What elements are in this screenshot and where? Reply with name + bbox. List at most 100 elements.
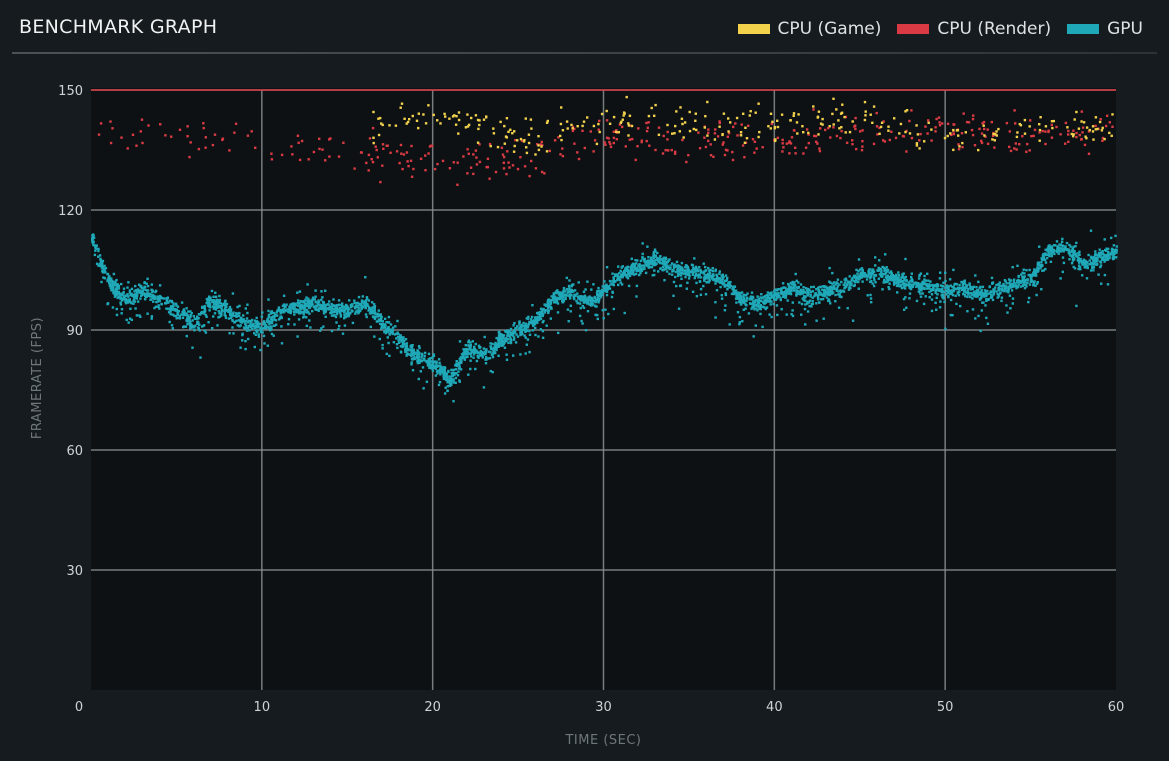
gpu-point: [711, 267, 714, 270]
gpu-point: [785, 288, 788, 291]
gpu-point: [519, 330, 523, 333]
gpu-point: [884, 269, 887, 272]
gpu-point: [360, 304, 363, 308]
gpu-point: [305, 316, 308, 319]
gpu-point: [952, 268, 955, 272]
gpu-point: [99, 260, 103, 263]
gpu-point: [370, 310, 373, 313]
gpu-point: [1061, 237, 1064, 241]
gpu-point: [768, 293, 771, 296]
gpu-point: [399, 345, 403, 348]
gpu-point: [240, 321, 244, 324]
gpu-point: [666, 260, 669, 264]
gpu-point: [1085, 277, 1089, 280]
gpu-point: [1032, 284, 1035, 287]
gpu-point: [216, 302, 219, 306]
gpu-point: [220, 304, 224, 308]
gpu-point: [307, 302, 311, 305]
gpu-point: [491, 342, 494, 346]
gpu-point: [707, 277, 711, 280]
gpu-point: [318, 303, 322, 306]
cpu-render-point: [467, 152, 470, 155]
gpu-point: [979, 329, 982, 333]
gpu-point: [388, 333, 391, 336]
gpu-point: [614, 274, 617, 278]
gpu-point: [124, 302, 128, 305]
gpu-point: [641, 242, 644, 245]
gpu-point: [541, 329, 545, 333]
cpu-render-point: [539, 143, 542, 146]
cpu-render-point: [605, 119, 609, 122]
gpu-point: [530, 318, 533, 321]
gpu-point: [817, 288, 821, 292]
gpu-point: [524, 326, 527, 330]
gpu-point: [962, 286, 966, 289]
gpu-point: [944, 279, 947, 283]
cpu-render-point: [673, 152, 677, 155]
gpu-point: [129, 293, 132, 297]
gpu-point: [597, 299, 601, 302]
gpu-point: [218, 301, 221, 304]
gpu-point: [627, 284, 631, 288]
cpu-render-point: [188, 155, 191, 159]
gpu-point: [322, 302, 325, 305]
gpu-point: [104, 271, 107, 274]
gpu-point: [509, 341, 513, 345]
gpu-point: [299, 300, 302, 303]
cpu-render-point: [721, 143, 724, 146]
gpu-point: [203, 329, 206, 332]
gpu-point: [1022, 276, 1025, 279]
gpu-point: [155, 300, 158, 304]
gpu-point: [560, 296, 564, 299]
cpu-game-point: [735, 116, 739, 120]
gpu-point: [417, 351, 420, 354]
gpu-point: [220, 310, 223, 313]
cpu-game-point: [608, 122, 612, 125]
gpu-point: [446, 378, 450, 382]
gpu-point: [275, 323, 278, 326]
gpu-point: [828, 293, 832, 297]
gpu-point: [270, 321, 274, 325]
cpu-render-point: [824, 128, 827, 132]
gpu-point: [679, 274, 683, 277]
gpu-point: [181, 316, 185, 319]
gpu-point: [931, 288, 935, 292]
gpu-point: [836, 278, 840, 281]
gpu-point: [203, 306, 206, 309]
gpu-point: [727, 282, 730, 285]
gpu-point: [1031, 280, 1034, 283]
gpu-point: [235, 315, 238, 318]
gpu-point: [243, 320, 246, 324]
gpu-point: [638, 263, 641, 266]
gpu-point: [147, 294, 150, 297]
gpu-point: [512, 336, 516, 339]
gpu-point: [297, 299, 300, 302]
gpu-point: [306, 300, 310, 303]
gpu-point: [1020, 273, 1023, 276]
gpu-point: [412, 349, 415, 352]
cpu-render-point: [1044, 130, 1047, 133]
gpu-point: [946, 288, 949, 291]
gpu-point: [917, 290, 920, 293]
x-tick-label-60: 60: [1108, 700, 1125, 715]
gpu-point: [481, 352, 485, 355]
gpu-point: [1045, 256, 1049, 260]
gpu-point: [303, 305, 306, 309]
gpu-point: [993, 286, 997, 289]
gpu-point: [437, 383, 441, 387]
gpu-point: [538, 315, 541, 319]
gpu-point: [439, 367, 442, 371]
gpu-point: [231, 318, 234, 322]
gpu-point: [923, 274, 926, 278]
gpu-point: [910, 286, 913, 289]
gpu-point: [647, 256, 650, 259]
cpu-render-point: [667, 149, 670, 152]
gpu-point: [869, 293, 872, 297]
cpu-render-point: [978, 127, 981, 131]
gpu-point: [1101, 250, 1104, 253]
cpu-game-point: [757, 102, 760, 105]
gpu-point: [472, 349, 475, 352]
gpu-point: [531, 304, 534, 307]
gpu-point: [828, 292, 831, 295]
gpu-point: [713, 278, 716, 281]
